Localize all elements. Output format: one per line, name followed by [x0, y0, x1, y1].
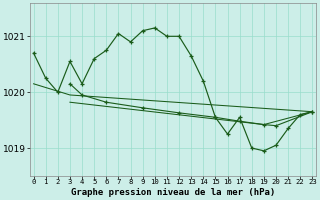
- X-axis label: Graphe pression niveau de la mer (hPa): Graphe pression niveau de la mer (hPa): [71, 188, 275, 197]
